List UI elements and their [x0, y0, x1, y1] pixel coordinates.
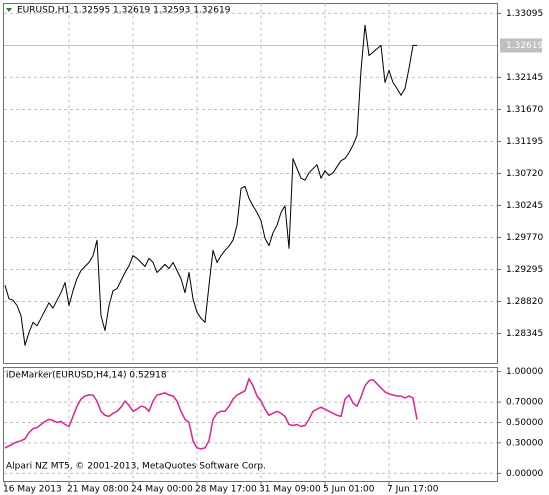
y-tick-label: 1.33095 [506, 9, 543, 19]
y-tick-label: 1.31670 [506, 105, 543, 115]
x-tick-label: 24 May 00:00 [131, 485, 193, 495]
y-tick-label: 1.30720 [506, 169, 543, 179]
indicator-line [4, 377, 418, 450]
x-tick-label: 21 May 08:00 [67, 485, 129, 495]
indicator-pane [3, 367, 498, 482]
symbol-icon [6, 8, 12, 12]
y-tick-label: 1.28345 [506, 329, 543, 339]
y-tick-label: 0.50000 [506, 418, 543, 428]
x-tick-label: 7 Jun 17:00 [387, 485, 439, 495]
y-tick-label: 1.00000 [506, 367, 543, 377]
chart-title: EURUSD,H1 1.32595 1.32619 1.32593 1.3261… [17, 6, 231, 16]
y-tick-label: 1.30245 [506, 201, 543, 211]
x-tick-label: 28 May 17:00 [195, 485, 257, 495]
y-tick-label: 1.32145 [506, 73, 543, 83]
price-line [4, 24, 417, 346]
main-pane [3, 3, 498, 364]
x-tick-label: 5 Jun 01:00 [323, 485, 375, 495]
y-tick-label: 1.29295 [506, 265, 543, 275]
y-tick-label: 0.00000 [506, 469, 543, 479]
x-tick-label: 16 May 2013 [3, 485, 62, 495]
y-tick-label: 1.31195 [506, 137, 543, 147]
copyright: Alpari NZ MT5, © 2001-2013, MetaQuotes S… [6, 462, 266, 472]
current-price-label: 1.32619 [506, 41, 543, 51]
indicator-title: iDeMarker(EURUSD,H4,14) 0.52918 [6, 371, 167, 381]
y-tick-label: 0.70000 [506, 398, 543, 408]
y-tick-label: 0.30000 [506, 438, 543, 448]
y-tick-label: 1.28820 [506, 297, 543, 307]
current-price-box [500, 38, 542, 53]
x-tick-label: 31 May 09:00 [259, 485, 321, 495]
y-tick-label: 1.29770 [506, 233, 543, 243]
